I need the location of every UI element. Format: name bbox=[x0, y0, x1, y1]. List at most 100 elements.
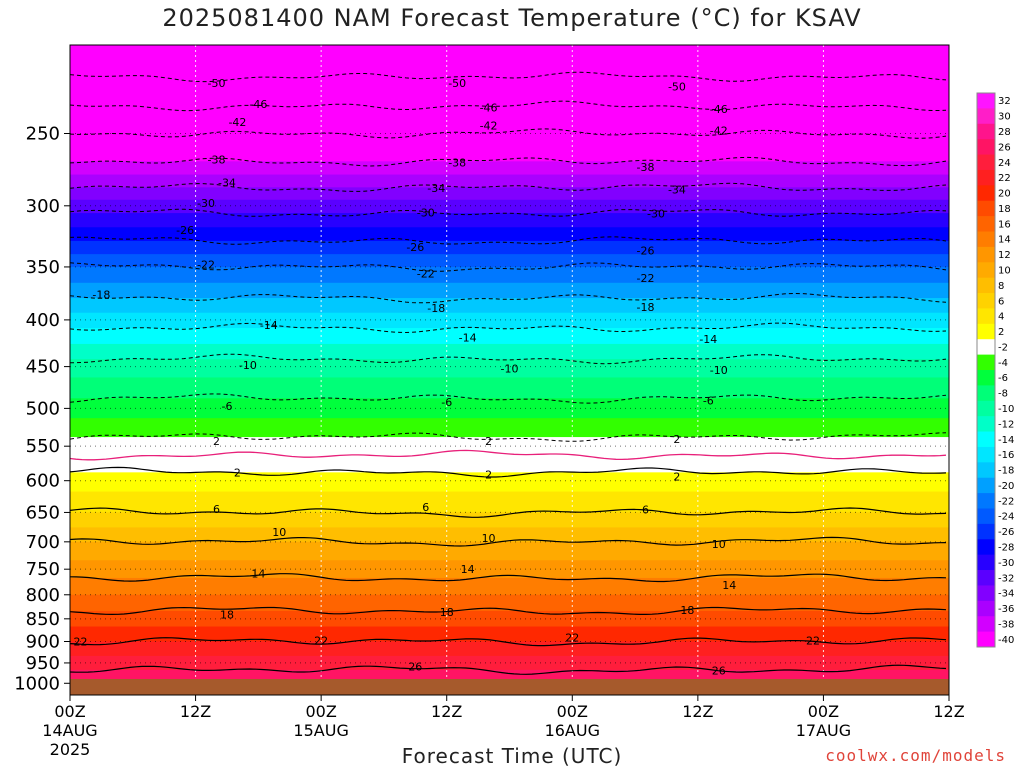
contour-label: -6 bbox=[441, 396, 452, 409]
contour-label: -30 bbox=[417, 206, 435, 219]
x-tick-year: 2025 bbox=[50, 740, 91, 759]
temperature-band bbox=[70, 328, 949, 345]
contour-label: -50 bbox=[208, 77, 226, 90]
temperature-band bbox=[70, 213, 949, 228]
colorbar-label: 10 bbox=[998, 265, 1011, 276]
colorbar-label: -2 bbox=[998, 342, 1008, 353]
contour-zero bbox=[70, 449, 947, 461]
temperature-band bbox=[70, 227, 949, 242]
contour-label: 6 bbox=[642, 503, 649, 516]
x-tick-label: 00Z bbox=[54, 702, 85, 721]
y-tick-label: 1000 bbox=[14, 673, 60, 694]
temperature-band bbox=[70, 418, 949, 438]
colorbar-swatch bbox=[977, 539, 995, 556]
temperature-band bbox=[70, 577, 949, 596]
contour-label: 10 bbox=[712, 538, 726, 551]
contour-label: 14 bbox=[722, 579, 736, 592]
colorbar-swatch bbox=[977, 354, 995, 371]
colorbar-swatch bbox=[977, 93, 995, 109]
contour-solid bbox=[70, 536, 947, 547]
colorbar-frame bbox=[976, 92, 996, 648]
colorbar-swatch bbox=[977, 446, 995, 463]
x-tick-label: 00Z bbox=[305, 702, 336, 721]
temperature-band bbox=[70, 91, 949, 107]
contour-label: -46 bbox=[480, 101, 498, 114]
contour-label: -22 bbox=[637, 272, 655, 285]
contour-label: -18 bbox=[637, 301, 655, 314]
colorbar-swatch bbox=[977, 508, 995, 525]
contour-label: -42 bbox=[228, 116, 246, 129]
colorbar-swatch bbox=[977, 154, 995, 171]
contour-solid bbox=[70, 664, 947, 675]
x-axis-label: Forecast Time (UTC) bbox=[401, 744, 623, 768]
contour-label: -18 bbox=[92, 288, 110, 301]
colorbar-label: -24 bbox=[998, 512, 1014, 523]
temperature-band bbox=[70, 147, 949, 162]
contour-label: -46 bbox=[249, 98, 267, 111]
temperature-band bbox=[70, 398, 949, 419]
colorbar-label: -32 bbox=[998, 573, 1014, 584]
colorbar-label: -36 bbox=[998, 604, 1014, 615]
temperature-band bbox=[70, 174, 949, 188]
temperature-band bbox=[70, 491, 949, 514]
contour-label: 22 bbox=[565, 632, 579, 645]
colorbar-label: -4 bbox=[998, 358, 1008, 369]
temperature-band bbox=[70, 641, 949, 657]
colorbar-swatch bbox=[977, 600, 995, 617]
colorbar-swatch bbox=[977, 231, 995, 248]
colorbar-swatch bbox=[977, 523, 995, 540]
temperature-band bbox=[70, 266, 949, 284]
colorbar-label: -22 bbox=[998, 496, 1014, 507]
colorbar-label: -14 bbox=[998, 435, 1014, 446]
x-tick-label: 00Z bbox=[808, 702, 839, 721]
colorbar-label: 30 bbox=[998, 112, 1011, 123]
contour-label: 26 bbox=[408, 660, 422, 673]
temperature-band bbox=[70, 541, 949, 561]
contour-label: -26 bbox=[176, 224, 194, 237]
contour-label: -10 bbox=[239, 359, 257, 372]
contour-label: -46 bbox=[710, 103, 728, 116]
y-tick-label: 900 bbox=[26, 631, 60, 652]
temperature-band bbox=[70, 187, 949, 201]
colorbar: 32 30 28 26 24 22 20 18 16 14 12 10 8 6 4 2 -2 -4 -6 -8 -10 -… bbox=[976, 92, 1014, 648]
plot-frame bbox=[69, 44, 950, 696]
contour-label: 26 bbox=[712, 664, 726, 677]
credit-text: coolwx.com/models bbox=[825, 746, 1006, 765]
colorbar-label: 6 bbox=[998, 296, 1004, 307]
ground-surface bbox=[70, 679, 949, 695]
colorbar-label: 26 bbox=[998, 142, 1011, 153]
temperature-band bbox=[70, 254, 949, 268]
grid-lines bbox=[70, 45, 949, 695]
x-tick-date: 15AUG bbox=[293, 721, 348, 740]
temperature-band bbox=[70, 45, 949, 62]
contour-label: 22 bbox=[314, 635, 328, 648]
colorbar-label: -30 bbox=[998, 558, 1014, 569]
contour-label: 10 bbox=[482, 532, 496, 545]
colorbar-label: 28 bbox=[998, 127, 1011, 138]
x-tick-label: 00Z bbox=[557, 702, 588, 721]
contour-label: -30 bbox=[197, 197, 215, 210]
contour-label: -34 bbox=[668, 184, 686, 197]
y-tick-label: 600 bbox=[26, 471, 60, 492]
colorbar-label: -8 bbox=[998, 389, 1008, 400]
temperature-band bbox=[70, 610, 949, 628]
colorbar-swatch bbox=[977, 123, 995, 140]
contour-solid bbox=[70, 466, 947, 478]
colorbar-label: -34 bbox=[998, 589, 1014, 600]
chart-title: 2025081400 NAM Forecast Temperature (°C)… bbox=[162, 4, 862, 32]
x-tick-date: 17AUG bbox=[796, 721, 851, 740]
temperature-band bbox=[70, 512, 949, 529]
temperature-band bbox=[70, 76, 949, 93]
colorbar-swatch bbox=[977, 200, 995, 217]
colorbar-swatch bbox=[977, 616, 995, 633]
y-axis: 2503003504004505005506006507007508008509… bbox=[14, 123, 70, 694]
x-tick-label: 12Z bbox=[180, 702, 211, 721]
colorbar-swatch bbox=[977, 169, 995, 186]
colorbar-label: 32 bbox=[998, 96, 1011, 107]
contour-label: -14 bbox=[260, 319, 278, 332]
colorbar-swatch bbox=[977, 323, 995, 340]
y-tick-label: 500 bbox=[26, 398, 60, 419]
temperature-band bbox=[70, 594, 949, 612]
colorbar-swatch bbox=[977, 493, 995, 509]
contour-lines bbox=[70, 71, 947, 675]
